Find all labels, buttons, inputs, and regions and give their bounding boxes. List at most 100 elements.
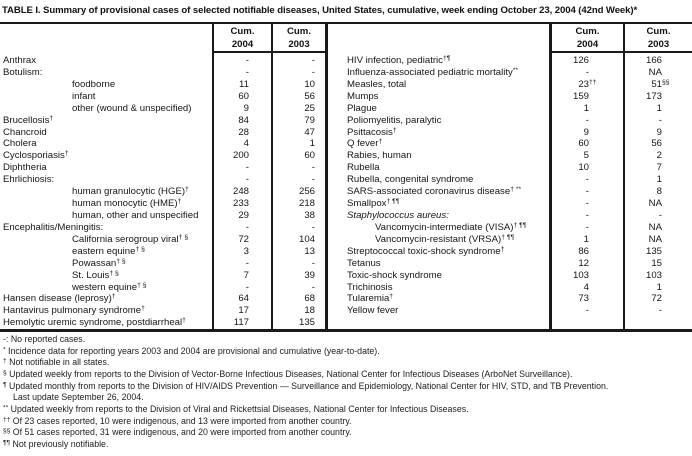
disease-label: Streptococcal toxic-shock syndrome† bbox=[347, 245, 505, 257]
table-row: Botulism: - - bbox=[0, 67, 327, 79]
value-cum2004: - bbox=[585, 209, 589, 221]
value-cum2003: - bbox=[658, 305, 662, 317]
value-cum2003: 51§§ bbox=[651, 78, 670, 90]
value-cum2003: 8 bbox=[656, 186, 662, 198]
value-cum2004: 3 bbox=[243, 245, 249, 257]
disease-label: Rabies, human bbox=[347, 150, 412, 162]
footnote: -: No reported cases. bbox=[3, 334, 691, 346]
value-cum2004: 84 bbox=[238, 114, 249, 126]
table-row: human granulocytic (HGE)† 248 256 bbox=[0, 186, 327, 198]
rule-vertical-right-1 bbox=[549, 22, 552, 332]
value-cum2004: 200 bbox=[232, 150, 249, 162]
disease-label: California serogroup viral† § bbox=[72, 233, 189, 245]
value-cum2004: 60 bbox=[578, 138, 589, 150]
table-row: Trichinosis 4 1 bbox=[327, 282, 692, 294]
value-cum2003: - bbox=[311, 174, 315, 186]
footnote: § Updated weekly from reports to the Div… bbox=[3, 368, 573, 379]
value-cum2003: 15 bbox=[651, 257, 662, 269]
disease-label: Hansen disease (leprosy)† bbox=[3, 293, 116, 305]
disease-label: Rubella bbox=[347, 162, 380, 174]
column-header-right-cum2004: Cum. 2004 bbox=[552, 26, 623, 51]
table-row: Cholera 4 1 bbox=[0, 138, 327, 150]
value-cum2004: 233 bbox=[232, 198, 249, 210]
value-cum2003: 218 bbox=[298, 198, 315, 210]
table-row: foodborne 11 10 bbox=[0, 79, 327, 91]
rule-header-underline-left bbox=[213, 51, 327, 53]
value-cum2004: 60 bbox=[238, 90, 249, 102]
value-cum2003: 1 bbox=[656, 102, 662, 114]
disease-label: human granulocytic (HGE)† bbox=[72, 185, 189, 198]
table-row: Encephalitis/Meningitis: - - bbox=[0, 222, 327, 234]
disease-label: Yellow fever bbox=[347, 305, 399, 317]
table-row: infant 60 56 bbox=[0, 91, 327, 103]
value-cum2004: 117 bbox=[233, 317, 249, 329]
table-row: Tetanus 12 15 bbox=[327, 258, 692, 270]
value-cum2003: 9 bbox=[656, 126, 662, 138]
value-cum2004: - bbox=[245, 162, 249, 174]
value-cum2003: NA bbox=[648, 198, 662, 210]
disease-label: Trichinosis bbox=[347, 281, 393, 293]
value-cum2003: 104 bbox=[298, 233, 315, 245]
rule-vertical-left-1 bbox=[212, 22, 214, 332]
value-cum2004: - bbox=[585, 305, 589, 317]
value-cum2003: 166 bbox=[645, 55, 662, 66]
table-row: Hansen disease (leprosy)† 64 68 bbox=[0, 293, 327, 305]
header-cum-label: Cum. bbox=[230, 26, 255, 37]
table-row: Psittacosis† 9 9 bbox=[327, 126, 692, 139]
value-cum2003: 39 bbox=[304, 269, 315, 281]
disease-label: Vancomycin-resistant (VRSA)† ¶¶ bbox=[375, 233, 515, 245]
value-cum2003: 18 bbox=[304, 305, 315, 317]
value-cum2004: 17 bbox=[238, 305, 249, 317]
header-year-label: 2004 bbox=[576, 38, 599, 50]
value-cum2004: - bbox=[245, 221, 249, 233]
value-cum2004: - bbox=[585, 174, 589, 186]
value-cum2003: - bbox=[311, 221, 315, 233]
footnote: †† Of 23 cases reported, 10 were indigen… bbox=[3, 415, 352, 426]
value-cum2003: - bbox=[658, 114, 662, 126]
rule-vertical-left-3 bbox=[325, 22, 328, 332]
footnote: ¶¶ Not previously notifiable. bbox=[3, 438, 109, 449]
table-row: Staphylococcus aureus: - - bbox=[327, 210, 692, 222]
table-row: Powassan† § - - bbox=[0, 258, 327, 270]
disease-label: Q fever† bbox=[347, 138, 383, 150]
disease-label: Tularemia† bbox=[347, 293, 394, 305]
disease-label: Chancroid bbox=[3, 126, 47, 138]
disease-label: eastern equine† § bbox=[72, 245, 145, 257]
left-table-body: Anthrax - - Botulism: - - foodborne 11 10 infant 6… bbox=[0, 55, 327, 329]
footnote-text: Not previously notifiable. bbox=[12, 438, 109, 449]
value-cum2004: 72 bbox=[238, 233, 249, 245]
value-cum2003: - bbox=[311, 55, 315, 66]
table-row: St. Louis† § 7 39 bbox=[0, 270, 327, 282]
disease-label: Encephalitis/Meningitis: bbox=[3, 221, 104, 233]
value-cum2004: 7 bbox=[243, 269, 249, 281]
table-row: Toxic-shock syndrome 103 103 bbox=[327, 270, 692, 282]
value-cum2003: NA bbox=[648, 221, 662, 233]
footnote: † Not notifiable in all states. bbox=[3, 357, 110, 368]
table-row: Smallpox† ¶¶ - NA bbox=[327, 198, 692, 210]
value-cum2004: 4 bbox=[583, 281, 589, 293]
column-header-left-cum2003: Cum. 2003 bbox=[273, 26, 325, 51]
disease-label: Hantavirus pulmonary syndrome† bbox=[3, 305, 145, 317]
value-cum2003: 56 bbox=[651, 138, 662, 150]
disease-label: Cholera bbox=[3, 138, 37, 150]
value-cum2004: - bbox=[245, 257, 249, 269]
rule-header-underline-right bbox=[551, 51, 692, 53]
header-year-label: 2003 bbox=[288, 38, 310, 50]
value-cum2003: 1 bbox=[656, 281, 662, 293]
value-cum2003: 47 bbox=[304, 126, 315, 138]
table-row: Hemolytic uremic syndrome, postdiarrheal… bbox=[0, 317, 327, 329]
value-cum2004: - bbox=[245, 281, 249, 293]
table-row: Influenza-associated pediatric mortality… bbox=[327, 67, 692, 79]
value-cum2003: 13 bbox=[304, 245, 315, 257]
disease-label: Vancomycin-intermediate (VISA)† ¶¶ bbox=[375, 221, 527, 233]
header-cum-label: Cum. bbox=[287, 26, 311, 37]
disease-label: Cyclosporiasis† bbox=[3, 150, 69, 162]
disease-label: foodborne bbox=[72, 78, 116, 90]
disease-label: Plague bbox=[347, 102, 377, 114]
value-cum2004: 5 bbox=[583, 150, 589, 162]
footnote-text: Of 23 cases reported, 10 were indigenous… bbox=[12, 415, 352, 426]
column-header-right-cum2003: Cum. 2003 bbox=[625, 26, 692, 51]
table-row: Streptococcal toxic-shock syndrome† 86 135 bbox=[327, 246, 692, 258]
value-cum2003: 10 bbox=[304, 78, 315, 90]
